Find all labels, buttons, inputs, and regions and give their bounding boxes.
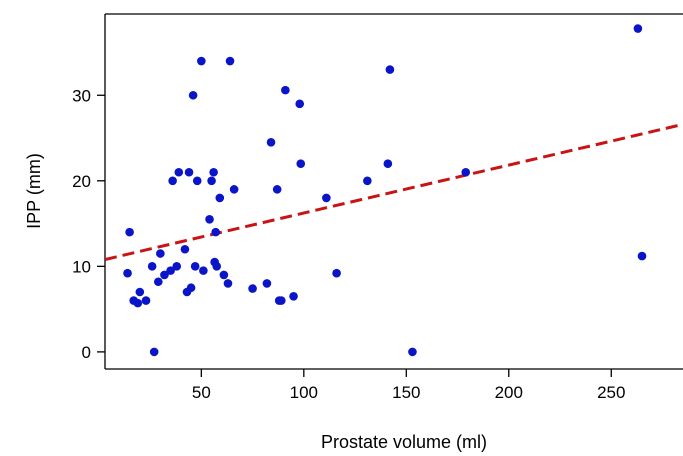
data-point bbox=[633, 24, 643, 33]
trend-line-group bbox=[105, 122, 683, 261]
data-point bbox=[385, 65, 395, 74]
data-point bbox=[199, 266, 208, 275]
data-point bbox=[219, 270, 229, 280]
data-point bbox=[266, 138, 276, 147]
data-point bbox=[133, 298, 143, 308]
data-point bbox=[296, 159, 306, 168]
data-point bbox=[276, 296, 286, 305]
y-tick-label: 10 bbox=[72, 257, 91, 276]
x-tick-label: 150 bbox=[392, 383, 420, 402]
x-tick-label: 100 bbox=[290, 383, 318, 402]
data-point bbox=[363, 176, 372, 186]
data-point bbox=[184, 167, 194, 177]
data-point bbox=[272, 185, 282, 194]
data-point bbox=[212, 262, 222, 271]
data-point bbox=[289, 291, 298, 301]
data-point bbox=[153, 277, 163, 287]
data-points bbox=[123, 24, 647, 357]
data-point bbox=[192, 176, 202, 186]
data-point bbox=[383, 159, 393, 168]
data-point bbox=[223, 279, 233, 288]
y-tick-label: 20 bbox=[72, 172, 91, 191]
x-tick-label: 250 bbox=[597, 383, 625, 402]
data-point bbox=[262, 279, 272, 288]
y-axis-title: IPP (mm) bbox=[24, 153, 44, 229]
x-axis-title: Prostate volume (ml) bbox=[321, 432, 487, 452]
data-point bbox=[207, 176, 216, 186]
data-point bbox=[225, 56, 235, 66]
data-point bbox=[190, 262, 200, 271]
data-point bbox=[166, 266, 175, 275]
data-point bbox=[322, 193, 331, 203]
data-point bbox=[229, 185, 239, 194]
data-point bbox=[332, 268, 341, 278]
data-point bbox=[160, 270, 169, 280]
data-point bbox=[180, 244, 190, 254]
data-point bbox=[174, 167, 184, 177]
data-point bbox=[168, 176, 177, 186]
data-point bbox=[248, 284, 257, 293]
data-point bbox=[197, 56, 206, 66]
data-point bbox=[123, 268, 132, 278]
data-point bbox=[172, 262, 182, 271]
data-point bbox=[188, 90, 198, 100]
data-point bbox=[135, 287, 145, 297]
x-tick-label: 50 bbox=[192, 383, 211, 402]
data-point bbox=[215, 193, 225, 203]
data-point bbox=[186, 283, 196, 293]
trend-line bbox=[105, 122, 683, 261]
data-point bbox=[209, 167, 218, 177]
axes: 0 10 20 30 50 100 150 200 250 bbox=[72, 13, 683, 402]
data-point bbox=[408, 347, 417, 357]
data-point bbox=[147, 262, 157, 271]
y-tick-label: 30 bbox=[72, 86, 91, 105]
data-point bbox=[295, 99, 305, 109]
data-point bbox=[461, 167, 471, 177]
data-point bbox=[211, 227, 220, 237]
data-point bbox=[205, 215, 214, 224]
x-tick-label: 200 bbox=[495, 383, 523, 402]
data-point bbox=[141, 296, 151, 305]
data-point bbox=[149, 347, 159, 357]
data-point bbox=[281, 85, 290, 95]
y-tick-label: 0 bbox=[82, 343, 91, 362]
data-point bbox=[156, 249, 165, 258]
data-point bbox=[125, 227, 134, 237]
data-point bbox=[637, 251, 647, 261]
